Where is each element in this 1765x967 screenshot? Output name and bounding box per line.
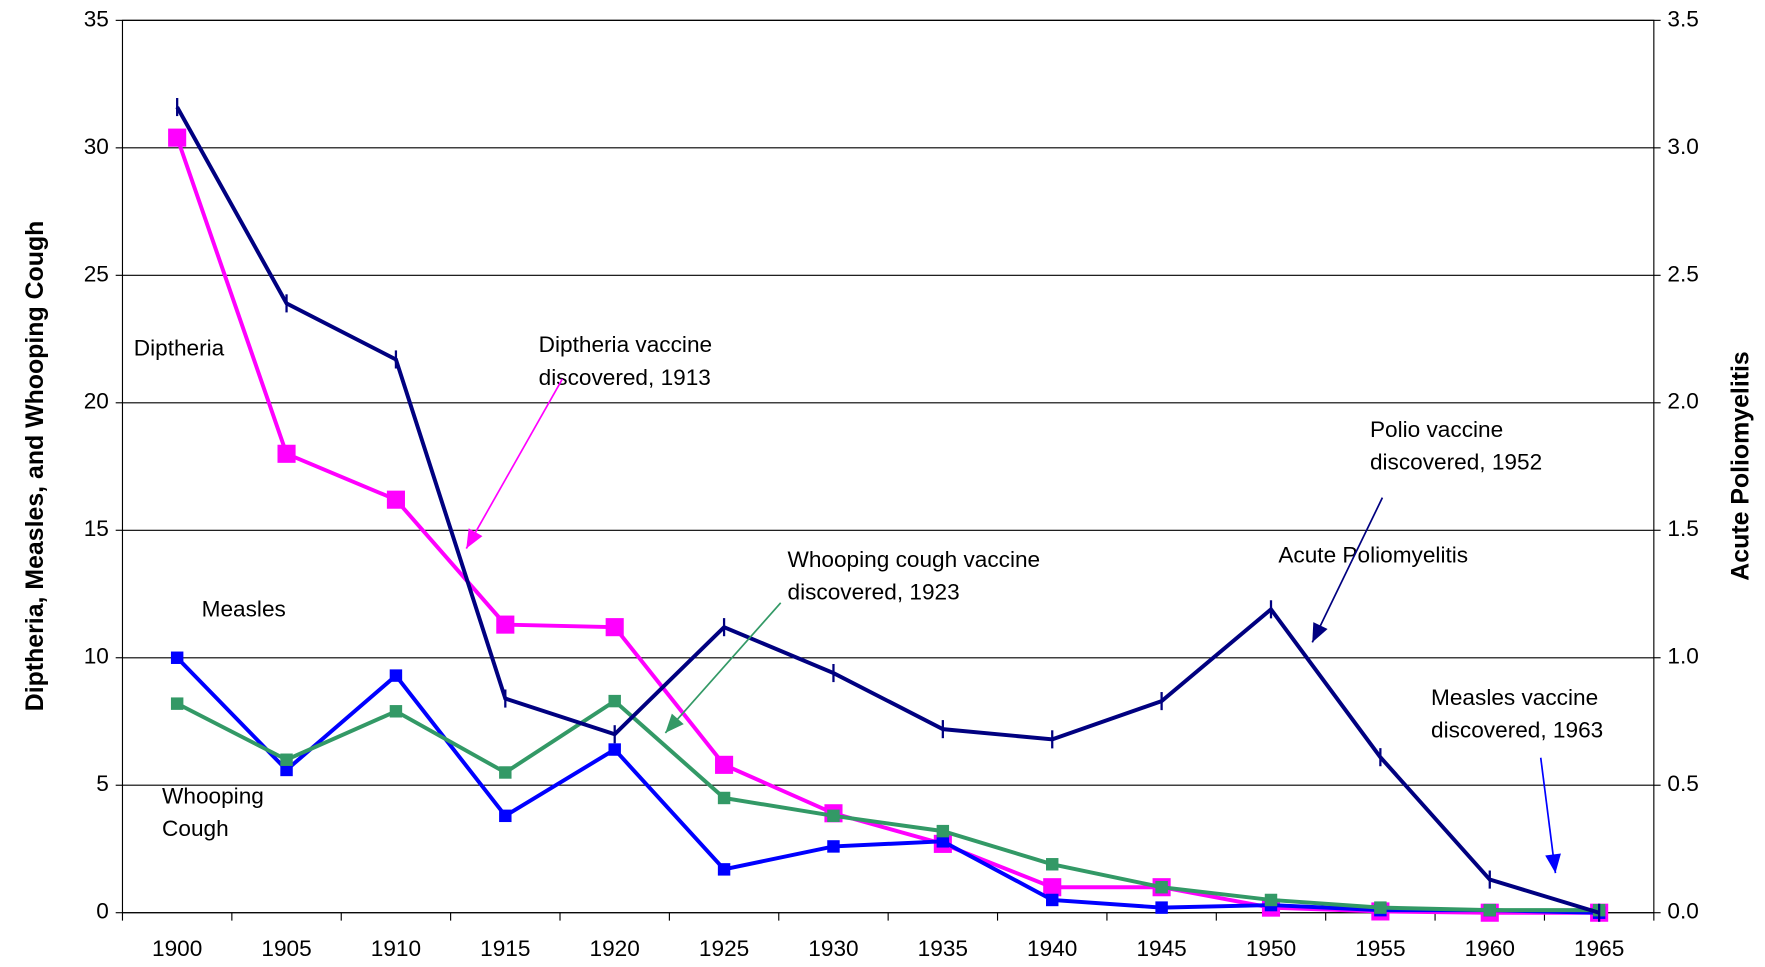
x-tick-label: 1940: [1027, 936, 1077, 961]
point-marker: [496, 615, 515, 634]
point-marker: [1155, 901, 1168, 914]
point-marker: [386, 490, 405, 509]
annotation: Cough: [162, 816, 229, 841]
y2-tick-label: 1.0: [1667, 644, 1698, 669]
y-tick-label: 30: [84, 134, 109, 159]
x-tick-label: 1935: [918, 936, 968, 961]
point-marker: [499, 809, 512, 823]
annotation: discovered, 1913: [539, 365, 711, 390]
x-tick-label: 1925: [699, 936, 749, 961]
x-tick-label: 1920: [590, 936, 640, 961]
point-marker: [1046, 893, 1059, 907]
point-marker: [277, 444, 296, 463]
y-tick-label: 20: [84, 389, 109, 414]
x-tick-label: 1960: [1465, 936, 1515, 961]
point-marker: [1155, 880, 1168, 894]
arrow-line: [1311, 497, 1384, 643]
x-tick-label: 1955: [1355, 936, 1405, 961]
arrow-head: [1312, 622, 1328, 643]
annotation: Diptheria: [134, 335, 225, 360]
point-marker: [499, 766, 512, 779]
x-tick-label: 1905: [261, 936, 311, 961]
y2-tick-label: 3.0: [1667, 134, 1698, 159]
y2-tick-label: 2.5: [1667, 261, 1698, 286]
point-marker: [608, 694, 621, 708]
annotation: discovered, 1952: [1370, 450, 1542, 475]
point-marker: [1264, 893, 1278, 907]
point-marker: [717, 863, 731, 876]
x-tick-label: 1950: [1246, 936, 1296, 961]
x-tick-label: 1965: [1574, 936, 1624, 961]
point-marker: [1483, 903, 1496, 917]
point-marker: [170, 697, 184, 710]
arrow-line: [1539, 757, 1557, 874]
y-tick-label: 35: [84, 6, 109, 31]
annotation: Acute Poliomyelitis: [1278, 542, 1468, 567]
arrow-head: [466, 528, 483, 549]
series-line: [176, 698, 1600, 913]
arrow-head: [1545, 853, 1561, 874]
y2-tick-label: 0.5: [1667, 771, 1698, 796]
point-marker: [936, 824, 950, 838]
x-tick-label: 1915: [480, 936, 530, 961]
point-marker: [168, 128, 187, 147]
y-axis-title: Diptheria, Measles, and Whooping Cough: [21, 221, 49, 712]
annotation: discovered, 1923: [787, 580, 959, 605]
point-marker: [936, 835, 950, 848]
annotation: Polio vaccine: [1370, 417, 1503, 442]
series-line: [175, 136, 1600, 915]
y-tick-label: 25: [84, 261, 109, 286]
series-line: [175, 106, 1600, 915]
annotation: Measles vaccine: [1431, 685, 1598, 710]
x-tick-label: 1900: [152, 936, 202, 961]
point-marker: [717, 791, 731, 805]
y2-tick-label: 3.5: [1667, 6, 1698, 31]
point-marker: [1374, 901, 1387, 914]
annotation: Whooping cough vaccine: [787, 547, 1040, 572]
point-marker: [827, 840, 840, 853]
annotation: Diptheria vaccine: [539, 332, 712, 357]
arrow-line: [465, 378, 564, 549]
y2-tick-label: 0.0: [1667, 899, 1698, 924]
y-tick-label: 5: [96, 771, 109, 796]
y-tick-label: 15: [84, 516, 109, 541]
y2-tick-label: 2.0: [1667, 389, 1698, 414]
annotation: discovered, 1963: [1431, 718, 1603, 743]
point-marker: [280, 763, 293, 777]
point-marker: [608, 743, 621, 756]
point-marker: [1043, 878, 1062, 897]
y2-axis-title: Acute Poliomyelitis: [1727, 351, 1755, 580]
x-tick-label: 1930: [808, 936, 858, 961]
point-marker: [605, 618, 624, 637]
y2-tick-label: 1.5: [1667, 516, 1698, 541]
y-tick-label: 10: [84, 644, 109, 669]
point-marker: [280, 753, 293, 766]
annotation: Whooping: [162, 783, 264, 808]
point-marker: [827, 809, 840, 823]
series-line: [175, 656, 1600, 915]
point-marker: [389, 669, 403, 682]
point-marker: [170, 651, 184, 664]
point-marker: [389, 705, 403, 718]
point-marker: [715, 755, 734, 774]
point-marker: [1046, 858, 1059, 871]
annotation: Measles: [202, 597, 286, 622]
arrow-line: [664, 602, 782, 734]
x-tick-label: 1945: [1136, 936, 1186, 961]
x-tick-label: 1910: [371, 936, 421, 961]
y-tick-label: 0: [96, 899, 109, 924]
arrow-head: [665, 713, 684, 733]
